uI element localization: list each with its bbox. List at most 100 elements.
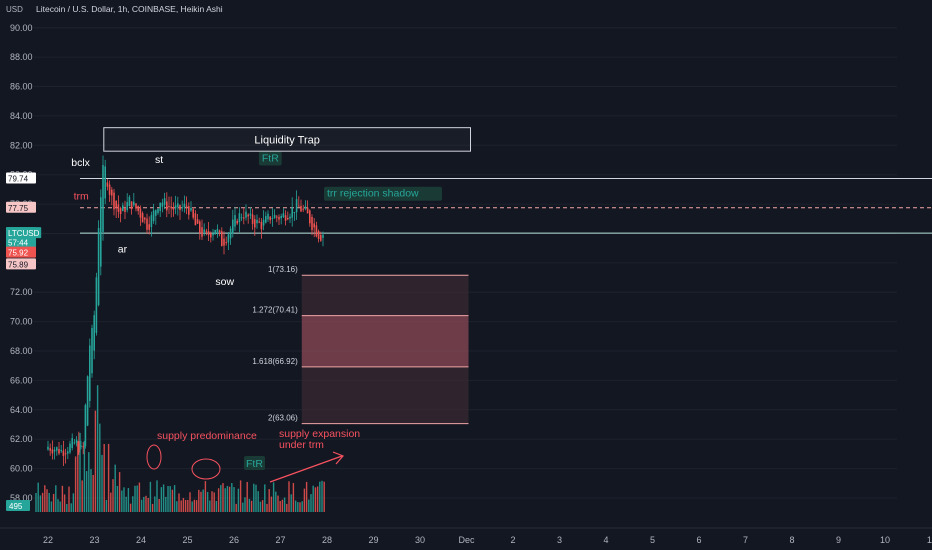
supply-circle-1 [146, 444, 162, 470]
volume-bar [35, 492, 37, 512]
volume-bar [288, 481, 290, 512]
candle-body [249, 213, 252, 216]
candle-body [179, 205, 181, 210]
y-tick-label: 86.00 [10, 82, 33, 92]
candle-body [181, 207, 183, 209]
candle-body [82, 446, 84, 448]
candle-body [93, 315, 95, 351]
candle-body [243, 217, 245, 219]
candle-body [51, 449, 54, 454]
x-tick-label: 7 [743, 535, 748, 545]
x-tick-label: 5 [650, 535, 655, 545]
candle-body [60, 449, 62, 452]
candle-body [75, 439, 78, 443]
fib-level-label: 2(63.06) [268, 414, 298, 423]
candle-body [271, 218, 274, 220]
candle-body [53, 449, 56, 452]
volume-bar [281, 499, 284, 512]
candle-body [97, 227, 100, 306]
volume-bar [261, 500, 264, 512]
candle-body [214, 230, 216, 235]
x-tick-label: 29 [368, 535, 378, 545]
candle-body [64, 453, 67, 455]
candle-body [227, 234, 230, 243]
candle-body [201, 227, 203, 237]
x-axis: 222324252627282930Dec234567891011 [0, 527, 932, 545]
y-tick-label: 70.00 [10, 317, 33, 327]
candle-body [194, 213, 197, 226]
volume-bar [176, 501, 178, 512]
volume-bar [46, 489, 48, 512]
volume-bar [92, 474, 94, 512]
volume-bar [180, 500, 182, 512]
volume-bar [272, 482, 275, 512]
candle-body [172, 207, 175, 210]
liquidity-trap-box[interactable]: Liquidity Trap [103, 127, 472, 152]
candle-body [212, 233, 214, 236]
volume-bar [127, 488, 130, 512]
candle-body [124, 208, 126, 212]
candle-body [161, 202, 164, 207]
candle-body [251, 214, 254, 224]
volume-bar [301, 501, 303, 512]
annotation-bclx: bclx [71, 157, 90, 169]
candle-body [320, 234, 322, 241]
candle-body [247, 214, 249, 217]
candle-body [95, 277, 98, 333]
liquidity-trap-rect[interactable] [103, 127, 472, 152]
volume-bar [72, 493, 75, 512]
candle-body [265, 216, 267, 223]
candle-body [130, 201, 133, 210]
candle-body [236, 220, 238, 224]
candle-body [293, 211, 296, 213]
volume-bar [44, 485, 46, 512]
candle-body [170, 206, 172, 209]
candle-body [146, 218, 148, 230]
volume-bar [160, 487, 163, 512]
candle-body [117, 204, 120, 212]
candle-body [278, 216, 280, 220]
supply-expansion-label: supply expansion [279, 428, 360, 440]
candle-body [309, 210, 311, 224]
volume-bar [299, 502, 301, 512]
volume-bar [193, 499, 196, 512]
volume-bar [237, 488, 240, 512]
volume-bar [66, 503, 68, 512]
volume-annotations: supply predominance supply expansion und… [146, 428, 360, 483]
candle-body [199, 221, 201, 233]
volume-bar [195, 500, 198, 512]
volume-bar [112, 479, 114, 512]
volume-bar [88, 452, 90, 512]
volume-bar [85, 471, 88, 512]
volume-bar [101, 454, 103, 512]
candle-body [67, 451, 69, 454]
candle-body [304, 206, 307, 209]
candle-body [84, 404, 87, 447]
supply-circle-2 [191, 458, 221, 480]
candle-body [148, 224, 150, 230]
price-label-bg [6, 246, 36, 258]
volume-bar [169, 486, 171, 512]
candle-body [62, 450, 65, 456]
y-tick-label: 60.00 [10, 464, 33, 474]
annotation-bg [258, 151, 282, 166]
volume-bar [63, 494, 66, 512]
x-tick-label: 11 [927, 535, 932, 545]
volume-bar [198, 489, 200, 512]
candle-body [218, 230, 221, 233]
volume-bar [77, 441, 79, 512]
y-tick-label: 62.00 [10, 434, 33, 444]
candle-body [291, 207, 293, 218]
candle-body [47, 446, 49, 450]
candle-body [126, 202, 128, 211]
candle-body [152, 210, 155, 222]
volume-bar [253, 483, 255, 512]
candle-body [163, 198, 166, 205]
candle-body [108, 184, 111, 195]
volume-bar [149, 481, 152, 512]
annotation-st: st [155, 154, 163, 166]
price-label-bg [6, 258, 36, 270]
candle-body [177, 203, 179, 207]
